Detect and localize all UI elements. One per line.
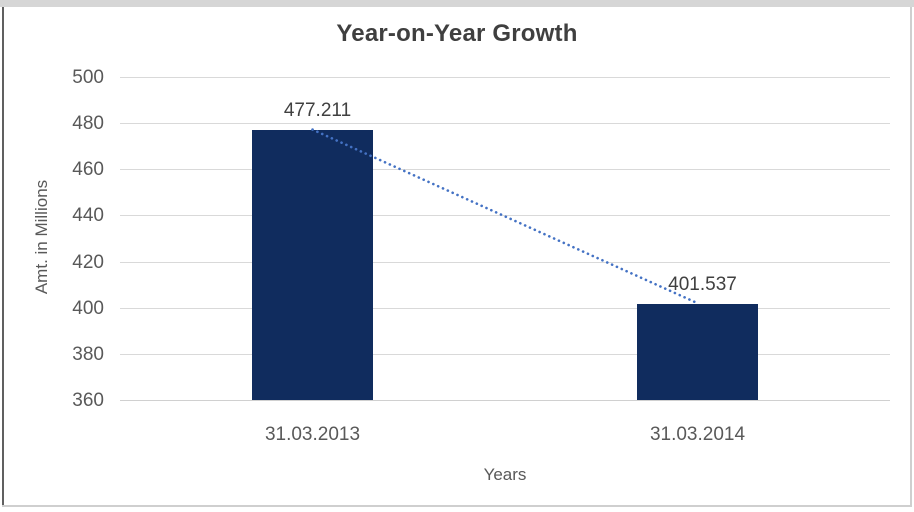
y-axis-title: Amt. in Millions [32,179,51,295]
y-tick-label: 380 [72,343,104,365]
data-label: 477.211 [283,99,352,121]
y-tick-label: 440 [72,205,104,227]
bar-31.03.2013 [252,129,373,400]
gridline [120,77,890,78]
gridline [120,307,890,309]
gridline [120,353,890,355]
gridline [120,261,890,263]
data-label: 401.537 [668,274,737,296]
x-axis-title: Years [483,465,527,484]
window-top-border [0,0,914,7]
category-label: 31.03.2013 [264,424,361,445]
y-tick-label: 500 [72,67,104,88]
window-left-border [2,7,4,505]
category-label: 31.03.2014 [649,424,746,445]
chart-title: Year-on-Year Growth [336,20,578,47]
gridline [120,215,890,217]
gridline [120,123,890,125]
y-tick-label: 460 [72,159,104,181]
y-tick-label: 360 [72,390,104,411]
x-axis-line [120,400,890,401]
bar-31.03.2014 [637,304,758,400]
y-tick-label: 420 [72,251,104,273]
window-right-border [910,7,912,507]
y-tick-label: 480 [72,113,104,135]
gridline [120,169,890,171]
y-tick-label: 400 [72,297,104,319]
window-bottom-border [2,505,912,507]
